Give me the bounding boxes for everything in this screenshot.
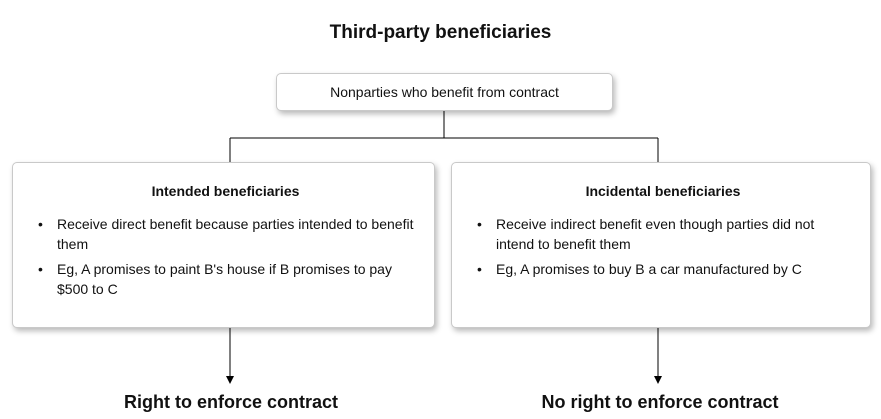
intended-beneficiaries-box: Intended beneficiaries Receive direct be… <box>12 162 435 328</box>
left-outcome-arrowhead <box>226 376 234 384</box>
list-item: Receive direct benefit because parties i… <box>35 214 416 254</box>
root-node-label: Nonparties who benefit from contract <box>330 84 559 100</box>
root-node: Nonparties who benefit from contract <box>276 73 613 111</box>
incidental-beneficiaries-list: Receive indirect benefit even though par… <box>474 214 852 279</box>
incidental-outcome-label: No right to enforce contract <box>541 392 779 412</box>
intended-outcome-label: Right to enforce contract <box>123 392 338 412</box>
intended-beneficiaries-list: Receive direct benefit because parties i… <box>35 214 416 299</box>
list-item: Eg, A promises to paint B's house if B p… <box>35 259 416 299</box>
incidental-beneficiaries-heading: Incidental beneficiaries <box>585 183 741 199</box>
diagram-title: Third-party beneficiaries <box>329 22 552 43</box>
right-outcome-arrowhead <box>654 376 662 384</box>
incidental-beneficiaries-box: Incidental beneficiaries Receive indirec… <box>451 162 871 328</box>
list-item: Receive indirect benefit even though par… <box>474 214 852 254</box>
intended-beneficiaries-heading: Intended beneficiaries <box>151 183 300 199</box>
list-item: Eg, A promises to buy B a car manufactur… <box>474 259 852 279</box>
